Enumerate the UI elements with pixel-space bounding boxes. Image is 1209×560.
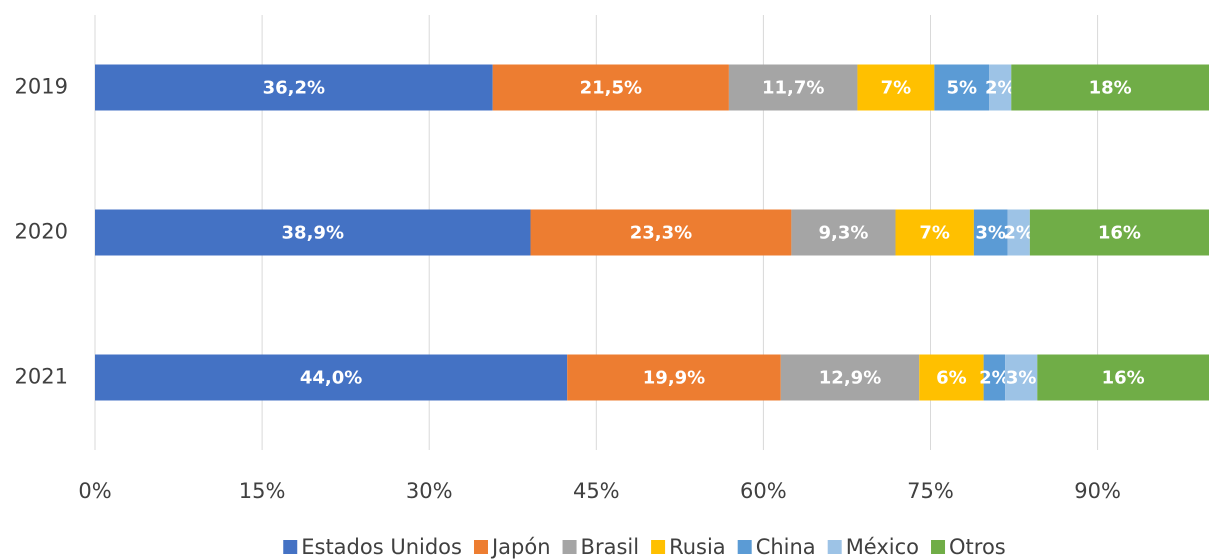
bar-segment [895, 209, 974, 256]
data-label: 2% [1003, 223, 1034, 244]
bar-segment [791, 209, 896, 256]
bar-segment [983, 354, 1006, 401]
legend-swatch [473, 540, 488, 554]
bar-segment [989, 64, 1012, 111]
bar-segment [1005, 354, 1038, 401]
bar-segment [1007, 209, 1030, 256]
y-tick-label: 2020 [15, 220, 68, 244]
legend-label: México [846, 535, 919, 559]
x-tick-label: 45% [573, 479, 620, 503]
x-tick-label: 60% [740, 479, 787, 503]
bar-segment [1037, 354, 1209, 401]
bar-segment [973, 209, 1008, 256]
x-tick-label: 15% [239, 479, 286, 503]
bar-segment [1029, 209, 1209, 256]
bar-segment [728, 64, 858, 111]
y-tick-label: 2021 [15, 365, 68, 389]
bar-segment [857, 64, 935, 111]
bar-segment [95, 354, 568, 401]
legend-label: Estados Unidos [301, 535, 462, 559]
data-label: 19,9% [643, 368, 705, 389]
data-label: 16% [1102, 368, 1145, 389]
data-label: 2% [979, 368, 1010, 389]
data-label: 18% [1089, 78, 1132, 99]
bar-segment [934, 64, 990, 111]
legend-swatch [931, 540, 946, 554]
data-label: 36,2% [263, 78, 325, 99]
y-tick-label: 2019 [15, 75, 68, 99]
bar-segment [530, 209, 792, 256]
legend-label: Japón [490, 535, 551, 559]
data-label: 5% [947, 78, 978, 99]
legend-swatch [651, 540, 666, 554]
bar-segment [567, 354, 781, 401]
legend-swatch [283, 540, 298, 554]
data-label: 38,9% [282, 223, 344, 244]
data-label: 11,7% [762, 78, 824, 99]
legend-swatch [562, 540, 577, 554]
data-label: 7% [919, 223, 950, 244]
legend-swatch [737, 540, 752, 554]
data-label: 44,0% [300, 368, 362, 389]
legend-label: Otros [949, 535, 1006, 559]
x-tick-label: 30% [406, 479, 453, 503]
data-label: 3% [975, 223, 1006, 244]
bar-segment [1011, 64, 1209, 111]
bar-segment [919, 354, 984, 401]
x-tick-label: 75% [907, 479, 954, 503]
legend-label: China [756, 535, 816, 559]
bar-segment [492, 64, 729, 111]
bar-segment [95, 209, 531, 256]
data-label: 16% [1098, 223, 1141, 244]
data-label: 7% [881, 78, 912, 99]
legend-swatch [827, 540, 842, 554]
bar-segment [780, 354, 920, 401]
data-label: 3% [1006, 368, 1037, 389]
x-tick-label: 90% [1074, 479, 1121, 503]
data-label: 2% [985, 78, 1016, 99]
legend-label: Rusia [669, 535, 726, 559]
data-label: 12,9% [819, 368, 881, 389]
data-label: 6% [936, 368, 967, 389]
data-label: 23,3% [630, 223, 692, 244]
data-label: 21,5% [580, 78, 642, 99]
x-tick-label: 0% [78, 479, 111, 503]
bar-segment [95, 64, 493, 111]
data-label: 9,3% [818, 223, 868, 244]
legend-label: Brasil [581, 535, 640, 559]
